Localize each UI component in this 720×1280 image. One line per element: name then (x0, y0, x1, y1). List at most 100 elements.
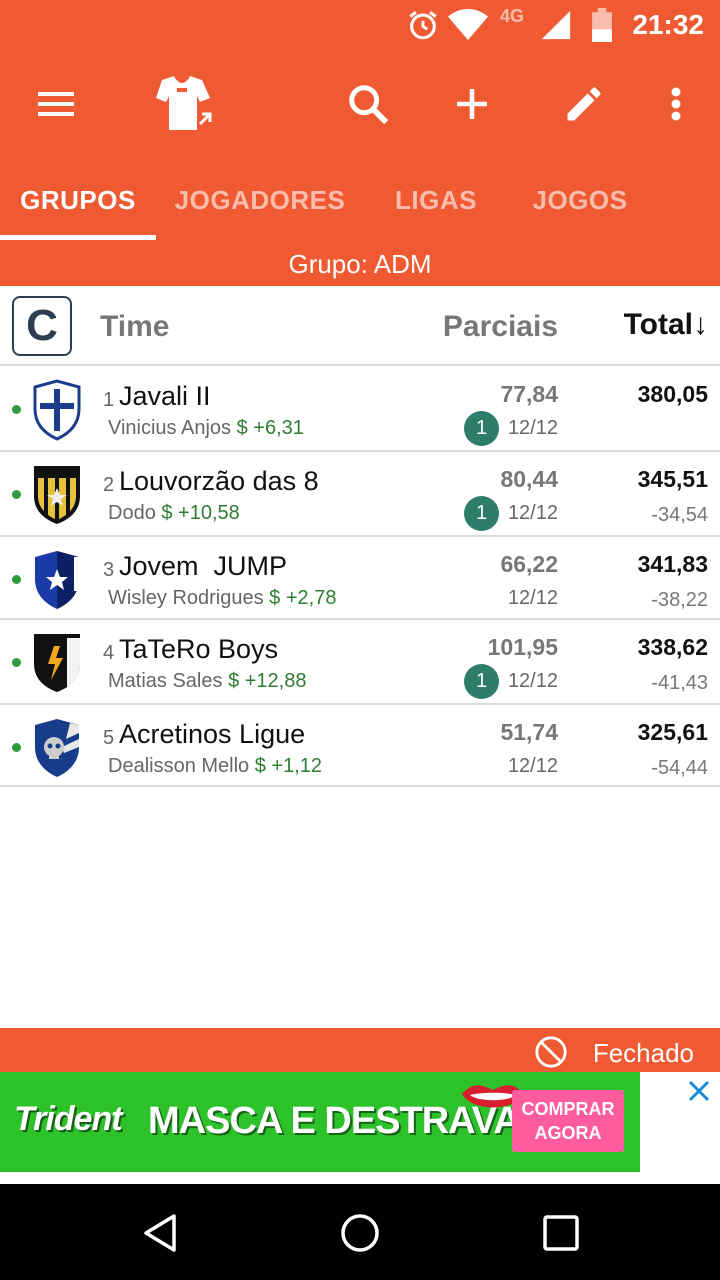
ad-slogan: MASCA E DESTRAVA (148, 1100, 521, 1142)
online-dot (12, 575, 21, 584)
market-status-label: Fechado (592, 1038, 694, 1068)
tab-jogos[interactable]: JOGOS (532, 184, 628, 215)
team-total: 380,05 (637, 381, 708, 407)
back-icon[interactable] (140, 1212, 182, 1254)
team-parcial: 51,74 (500, 719, 558, 745)
battery-icon (592, 8, 612, 42)
team-total: 345,51 (637, 466, 708, 492)
tab-grupos[interactable]: GRUPOS (20, 184, 136, 215)
menu-button[interactable] (26, 74, 86, 134)
alarm-icon (409, 11, 437, 40)
app-toolbar (0, 50, 720, 160)
active-tab-indicator (0, 235, 156, 240)
table-row[interactable]: 2 Louvorzão das 8 Dodo $ +10,58 80,44 1 … (0, 452, 720, 537)
ad-cta-button[interactable]: COMPRAR AGORA (512, 1090, 624, 1152)
captain-badge: 1 (464, 411, 499, 446)
more-options-button[interactable] (646, 74, 706, 134)
jersey-transfer-icon (156, 76, 212, 130)
team-total: 325,61 (637, 719, 708, 745)
table-header: C Time Parciais Total↓ (0, 286, 720, 366)
ad-creative[interactable]: Trident MASCA E DESTRAVA COMPRAR AGORA (0, 1072, 640, 1172)
team-parcial: 77,84 (500, 381, 558, 407)
team-owner: Dealisson Mello $ +1,12 (108, 755, 323, 777)
team-owner: Vinicius Anjos $ +6,31 (108, 417, 304, 439)
status-bar: 4G 21:32 (0, 0, 720, 50)
add-button[interactable] (442, 74, 502, 134)
team-round: 12/12 (507, 417, 558, 439)
close-icon (688, 1080, 710, 1102)
network-type-label: 4G (500, 6, 525, 26)
team-money: $ +1,12 (254, 755, 323, 777)
team-rank: 5 (103, 727, 115, 749)
tab-ligas[interactable]: LIGAS (395, 184, 477, 215)
captain-badge: 1 (464, 664, 499, 699)
more-vert-icon (671, 87, 681, 121)
team-diff: -54,44 (651, 757, 708, 779)
system-nav-bar (0, 1184, 720, 1280)
team-money: $ +10,58 (161, 502, 240, 524)
edit-button[interactable] (554, 74, 614, 134)
team-round: 12/12 (507, 670, 558, 692)
blocked-icon (535, 1036, 567, 1068)
column-header-total[interactable]: Total↓ (623, 308, 708, 341)
lips-icon (462, 1085, 524, 1108)
column-header-time[interactable]: Time (100, 310, 170, 343)
online-dot (12, 743, 21, 752)
home-icon[interactable] (339, 1212, 381, 1254)
tab-jogadores[interactable]: JOGADORES (174, 184, 346, 215)
team-diff: -38,22 (651, 589, 708, 611)
online-dot (12, 405, 21, 414)
team-name: Javali II (119, 381, 211, 411)
team-parcial: 66,22 (500, 551, 558, 577)
table-row[interactable]: 3 Jovem JUMP Wisley Rodrigues $ +2,78 66… (0, 537, 720, 620)
team-shield-icon (35, 719, 79, 777)
recents-icon[interactable] (540, 1212, 582, 1254)
team-money: $ +2,78 (269, 587, 337, 609)
team-owner: Wisley Rodrigues $ +2,78 (108, 587, 337, 609)
team-owner: Dodo $ +10,58 (108, 502, 240, 524)
team-name: Acretinos Ligue (119, 719, 306, 749)
team-round: 12/12 (507, 755, 558, 777)
table-row[interactable]: 4 TaTeRo Boys Matias Sales $ +12,88 101,… (0, 620, 720, 705)
team-name: Louvorzão das 8 (119, 466, 319, 496)
team-name: Jovem JUMP (119, 551, 288, 581)
tab-bar: GRUPOS JOGADORES LIGAS JOGOS (0, 160, 720, 240)
team-round: 12/12 (507, 502, 558, 524)
team-rank: 4 (103, 642, 115, 664)
search-icon (349, 85, 389, 125)
team-diff: -34,54 (651, 504, 708, 526)
team-rank: 2 (103, 474, 115, 496)
table-row[interactable]: 1 Javali II Vinicius Anjos $ +6,31 77,84… (0, 367, 720, 452)
cartola-badge[interactable]: C (12, 296, 72, 356)
group-banner: Grupo: ADM (0, 240, 720, 286)
team-money: $ +6,31 (236, 417, 304, 439)
column-header-parciais[interactable]: Parciais (442, 310, 558, 343)
wifi-icon (448, 9, 488, 40)
table-row[interactable]: 5 Acretinos Ligue Dealisson Mello $ +1,1… (0, 705, 720, 787)
team-shield-icon (34, 466, 80, 524)
team-round: 12/12 (507, 587, 558, 609)
signal-icon (541, 10, 571, 40)
captain-badge: 1 (464, 496, 499, 531)
team-parcial: 80,44 (500, 466, 558, 492)
team-total: 338,62 (637, 634, 708, 660)
edit-icon (567, 87, 601, 121)
online-dot (12, 490, 21, 499)
menu-icon (38, 92, 74, 116)
team-shield-icon (33, 379, 81, 441)
team-rank: 3 (103, 559, 115, 581)
switch-team-button[interactable] (144, 72, 218, 146)
team-rank: 1 (103, 389, 115, 411)
ad-banner[interactable]: Trident MASCA E DESTRAVA COMPRAR AGORA (0, 1072, 720, 1184)
team-shield-icon (34, 634, 80, 692)
market-status-bar: Fechado (0, 1028, 720, 1074)
team-diff: -41,43 (651, 672, 708, 694)
clock: 21:32 (632, 9, 704, 40)
add-icon (457, 89, 487, 119)
search-button[interactable] (338, 74, 398, 134)
team-total: 341,83 (637, 551, 708, 577)
team-name: TaTeRo Boys (119, 634, 279, 664)
team-shield-icon (35, 551, 79, 609)
ad-close-icon[interactable] (684, 1076, 714, 1106)
